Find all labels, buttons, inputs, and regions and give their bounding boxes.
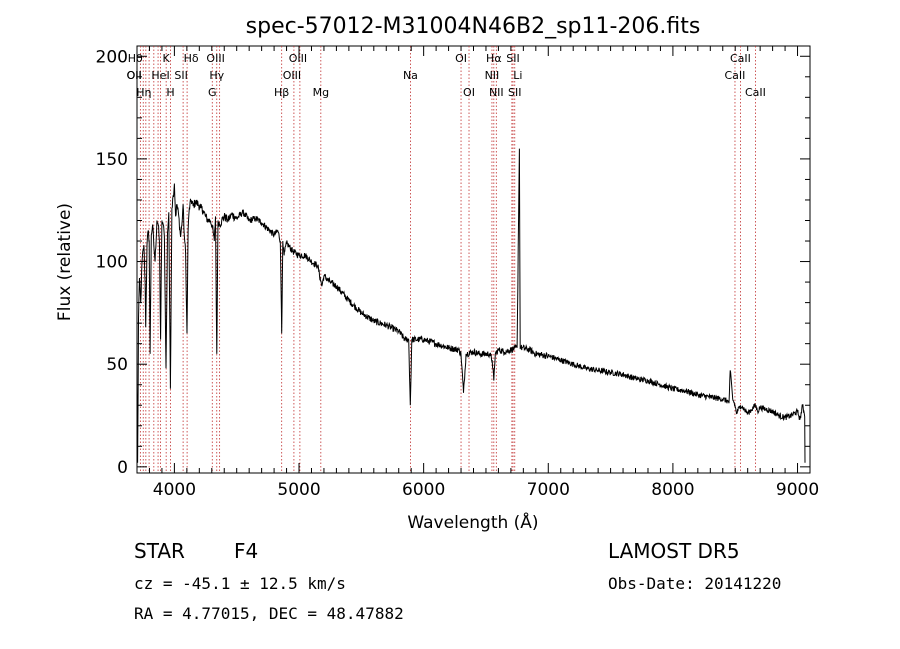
line-label: Hα (486, 52, 502, 65)
line-label: HeI (151, 69, 169, 82)
line-label: OII (127, 69, 142, 82)
line-label: OIII (289, 52, 307, 65)
line-label: OII (126, 69, 141, 82)
y-tick-label: 200 (96, 47, 128, 67)
survey-name: LAMOST DR5 (608, 539, 740, 563)
line-label: SII (174, 69, 187, 82)
line-label: Na (403, 69, 418, 82)
coordinates: RA = 4.77015, DEC = 48.47882 (134, 604, 404, 623)
spectral-line-markers (139, 46, 756, 473)
line-label: OI (463, 86, 475, 99)
x-tick-label: 7000 (527, 480, 570, 500)
x-tick-label: 9000 (776, 480, 819, 500)
line-label: OIII (206, 52, 224, 65)
plot-frame (136, 45, 811, 474)
object-subclass: F4 (234, 539, 259, 563)
observation-date: Obs-Date: 20141220 (608, 574, 782, 593)
x-tick-label: 5000 (277, 480, 320, 500)
line-label: Hη (136, 86, 151, 99)
object-class: STAR (134, 539, 185, 563)
line-label: OI (455, 52, 467, 65)
line-label: G (208, 86, 217, 99)
line-label: Hθ (128, 52, 143, 65)
line-label: K (163, 52, 171, 65)
line-label: CaII (730, 52, 751, 65)
line-label: SII (506, 52, 519, 65)
line-label: Li (513, 69, 522, 82)
y-axis-label: Flux (relative) (55, 203, 75, 321)
y-tick-label: 50 (106, 355, 128, 375)
line-label: NII (485, 69, 500, 82)
line-label: Mg (313, 86, 329, 99)
line-label: Hδ (184, 52, 199, 65)
y-tick-label: 0 (117, 458, 128, 478)
x-tick-label: 6000 (402, 480, 445, 500)
line-label: NII (489, 86, 504, 99)
x-tick-label: 8000 (651, 480, 694, 500)
axis-ticks: 4000 5000 6000 7000 8000 9000 0 50 100 150 200 (96, 46, 819, 500)
y-tick-label: 100 (96, 253, 128, 273)
x-axis-label: Wavelength (Å) (407, 511, 538, 533)
line-label: CaII (745, 86, 766, 99)
spectrum-line (136, 148, 806, 463)
x-tick-label: 4000 (153, 480, 196, 500)
line-label: Hβ (274, 86, 289, 99)
line-label: H (166, 86, 174, 99)
line-label: Hγ (209, 69, 224, 82)
redshift-cz: cz = -45.1 ± 12.5 km/s (134, 574, 346, 593)
chart-title: spec-57012-M31004N46B2_sp11-206.fits (246, 14, 701, 39)
line-label: SII (508, 86, 521, 99)
line-label: OIII (283, 69, 301, 82)
y-tick-label: 150 (96, 150, 128, 170)
line-label: CaII (725, 69, 746, 82)
